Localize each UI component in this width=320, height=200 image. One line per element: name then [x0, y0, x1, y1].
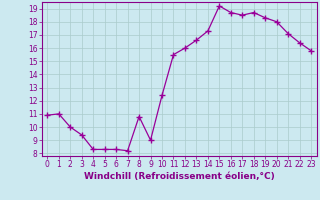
X-axis label: Windchill (Refroidissement éolien,°C): Windchill (Refroidissement éolien,°C) [84, 172, 275, 181]
